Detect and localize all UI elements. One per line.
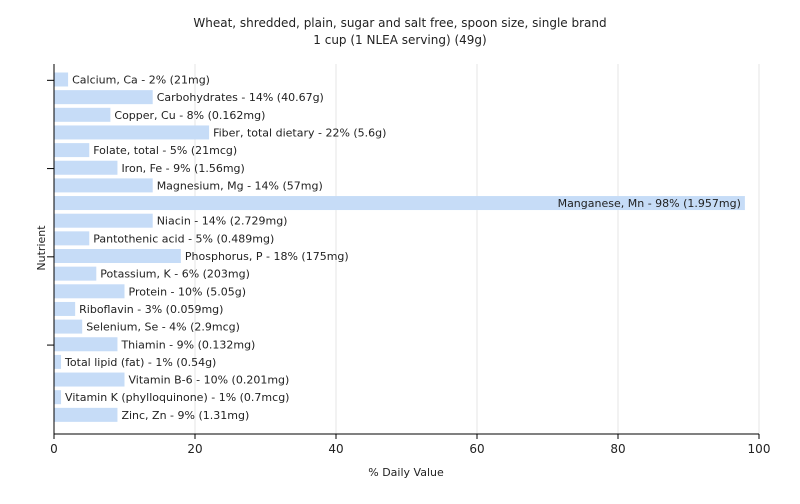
bar bbox=[54, 249, 181, 263]
x-tick-label: 40 bbox=[328, 442, 343, 456]
gridlines bbox=[194, 64, 760, 434]
y-axis-label: Nutrient bbox=[35, 225, 48, 271]
bar bbox=[54, 319, 83, 334]
bar-label: Riboflavin - 3% (0.059mg) bbox=[79, 303, 223, 316]
bar-label: Thiamin - 9% (0.132mg) bbox=[120, 338, 255, 351]
bar-label: Folate, total - 5% (21mcg) bbox=[93, 144, 237, 157]
x-tick-label: 0 bbox=[50, 442, 58, 456]
bar bbox=[54, 284, 125, 299]
bar-label: Iron, Fe - 9% (1.56mg) bbox=[121, 162, 244, 175]
bar-label: Calcium, Ca - 2% (21mg) bbox=[72, 74, 210, 87]
bar bbox=[54, 160, 118, 175]
x-tick-label: 80 bbox=[610, 442, 625, 456]
bar-label: Pantothenic acid - 5% (0.489mg) bbox=[93, 232, 274, 245]
bar-label: Selenium, Se - 4% (2.9mcg) bbox=[86, 321, 240, 334]
bars bbox=[54, 72, 745, 422]
bar-label: Niacin - 14% (2.729mg) bbox=[157, 215, 288, 228]
bar bbox=[54, 354, 62, 369]
bar-label: Vitamin K (phylloquinone) - 1% (0.7mcg) bbox=[65, 391, 289, 404]
bar bbox=[54, 407, 118, 422]
bar-label: Manganese, Mn - 98% (1.957mg) bbox=[558, 197, 741, 210]
bar bbox=[54, 107, 111, 122]
bar-label: Carbohydrates - 14% (40.67g) bbox=[157, 91, 324, 104]
bar bbox=[54, 266, 97, 281]
x-tick-label: 100 bbox=[748, 442, 771, 456]
bar-label: Copper, Cu - 8% (0.162mg) bbox=[114, 109, 265, 122]
bar bbox=[54, 372, 125, 387]
bar-label: Phosphorus, P - 18% (175mg) bbox=[185, 250, 349, 263]
bar-label: Total lipid (fat) - 1% (0.54g) bbox=[64, 356, 216, 369]
x-axis-label: % Daily Value bbox=[368, 466, 444, 479]
bar bbox=[54, 72, 69, 87]
bar bbox=[54, 196, 745, 211]
bar-label: Potassium, K - 6% (203mg) bbox=[100, 268, 250, 281]
bar-label: Zinc, Zn - 9% (1.31mg) bbox=[121, 409, 249, 422]
bar-label: Magnesium, Mg - 14% (57mg) bbox=[157, 179, 323, 192]
bar-label: Vitamin B-6 - 10% (0.201mg) bbox=[129, 374, 290, 387]
chart-subtitle: 1 cup (1 NLEA serving) (49g) bbox=[313, 33, 486, 47]
chart-title: Wheat, shredded, plain, sugar and salt f… bbox=[193, 16, 606, 30]
bar bbox=[54, 90, 153, 105]
bar bbox=[54, 125, 210, 140]
axes: 0 20 40 60 80 100 bbox=[47, 64, 770, 456]
bar-label: Fiber, total dietary - 22% (5.6g) bbox=[213, 126, 386, 139]
bar bbox=[54, 301, 76, 316]
x-tick-label: 20 bbox=[187, 442, 202, 456]
bar bbox=[54, 390, 62, 405]
bar bbox=[54, 213, 153, 228]
bar bbox=[54, 337, 118, 352]
bar bbox=[54, 143, 90, 158]
bar bbox=[54, 231, 90, 246]
bar-label: Protein - 10% (5.05g) bbox=[129, 285, 247, 298]
bar-labels: Calcium, Ca - 2% (21mg) Carbohydrates - 1… bbox=[64, 74, 741, 422]
x-tick-label: 60 bbox=[469, 442, 484, 456]
bar bbox=[54, 178, 153, 193]
